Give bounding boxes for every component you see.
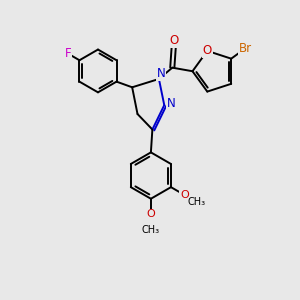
Text: F: F bbox=[64, 47, 71, 60]
Text: N: N bbox=[167, 97, 175, 110]
Text: CH₃: CH₃ bbox=[142, 225, 160, 235]
Text: O: O bbox=[169, 34, 178, 47]
Text: O: O bbox=[146, 209, 155, 219]
Text: O: O bbox=[203, 44, 212, 57]
Text: N: N bbox=[157, 68, 166, 80]
Text: Br: Br bbox=[239, 42, 252, 55]
Text: O: O bbox=[180, 190, 189, 200]
Text: CH₃: CH₃ bbox=[188, 197, 206, 207]
